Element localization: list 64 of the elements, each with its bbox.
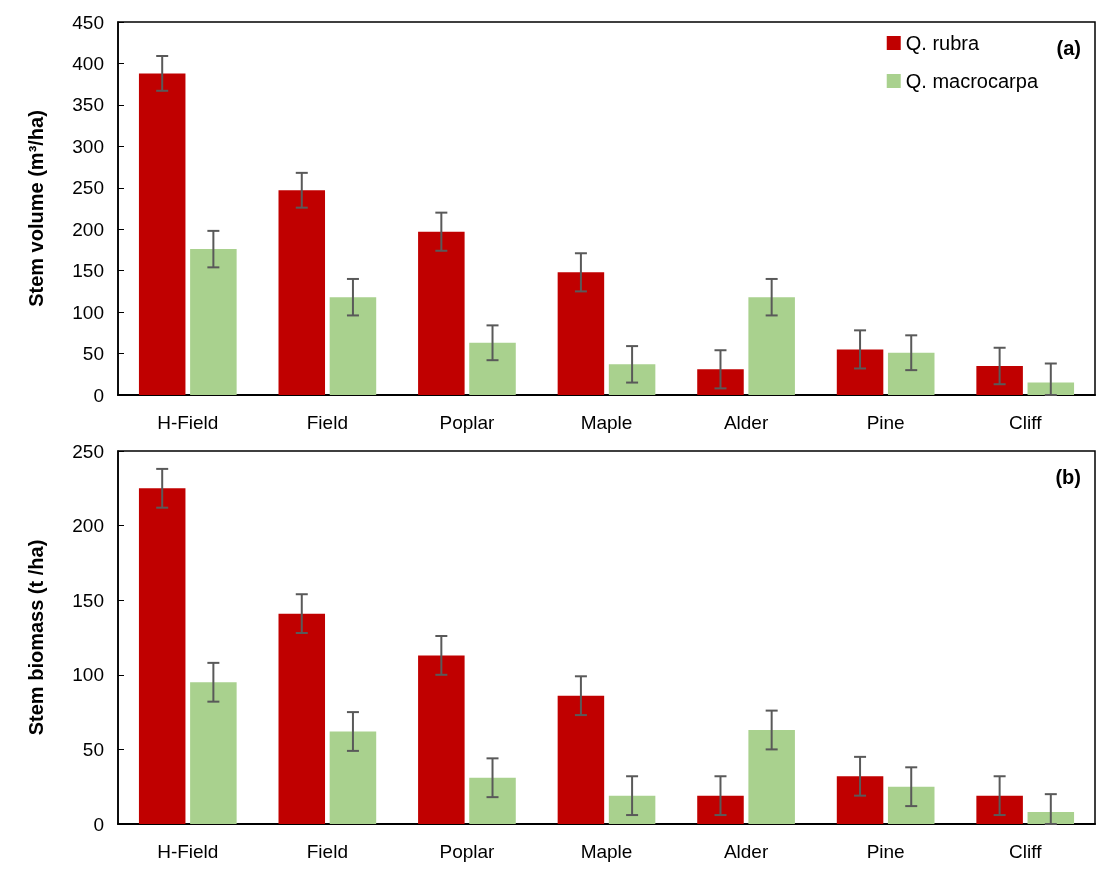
y-tick-label: 450 [72,11,104,33]
x-tick-label: Poplar [439,841,496,862]
bar [697,369,744,395]
y-axis-title: Stem biomass (t /ha) [25,539,47,736]
y-tick-label: 150 [72,260,104,282]
bar [469,342,516,395]
y-tick-label: 50 [82,738,104,760]
bar [836,776,884,824]
y-tick-label: 50 [82,343,104,365]
bar [1027,812,1075,824]
bar [976,795,1023,824]
bar [608,795,656,824]
x-tick-label: Alder [723,412,769,433]
bar [748,730,795,824]
x-tick-label: Field [306,841,348,862]
y-tick-label: 150 [72,589,104,611]
bar [138,73,186,395]
y-tick-label: 100 [72,301,104,323]
x-tick-label: Pine [866,841,905,862]
bar [329,731,377,824]
bar [557,695,605,824]
bar [836,349,884,395]
bar [608,364,656,395]
bar [418,231,465,395]
x-tick-label: Field [306,412,348,433]
y-tick-label: 350 [72,94,104,116]
y-tick-label: 250 [72,440,104,462]
x-tick-label: H-Field [157,412,219,433]
x-tick-label: Pine [866,412,905,433]
x-tick-label: Cliff [1009,412,1043,433]
bar [418,655,465,824]
x-tick-label: Maple [580,412,633,433]
x-tick-label: Alder [723,841,769,862]
annotation: (a) [1056,37,1082,59]
y-tick-label: 200 [72,218,104,240]
bar [190,682,237,824]
x-tick-label: H-Field [157,841,219,862]
x-tick-label: Cliff [1009,841,1043,862]
bar [329,297,377,395]
x-tick-label: Poplar [439,412,496,433]
bar [1027,382,1075,395]
y-tick-label: 0 [93,813,104,835]
bar [557,272,605,395]
y-tick-label: 100 [72,664,104,686]
bar [976,365,1023,395]
bar [278,190,326,395]
bar [697,795,744,824]
bar [887,786,935,824]
y-tick-label: 250 [72,177,104,199]
bar [190,249,237,395]
y-axis-title: Stem volume (m³/ha) [25,110,47,307]
bar [138,488,186,824]
legend-label: Q. rubra [905,32,980,54]
bar [469,777,516,824]
x-tick-label: Maple [580,841,633,862]
bar [278,613,326,824]
y-tick-label: 300 [72,135,104,157]
legend-label: Q. macrocarpa [905,70,1039,92]
bar [887,352,935,395]
annotation: (b) [1055,466,1082,488]
bar [748,297,795,395]
y-tick-label: 0 [93,384,104,406]
y-tick-label: 400 [72,52,104,74]
y-tick-label: 200 [72,515,104,537]
